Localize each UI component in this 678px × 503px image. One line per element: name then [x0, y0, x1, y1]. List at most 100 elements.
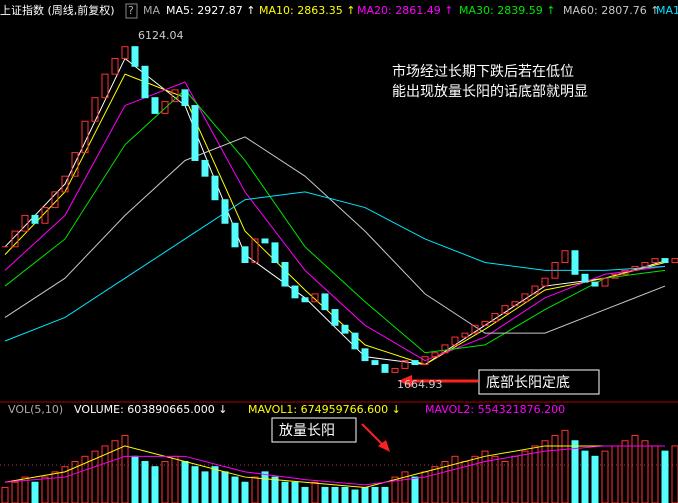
- volume-bar: [331, 486, 339, 503]
- candle: [551, 262, 559, 279]
- volume-bar: [281, 481, 289, 503]
- candle: [41, 207, 49, 224]
- annotation: 底部长阳定底: [486, 375, 570, 391]
- candle: [651, 258, 659, 264]
- volume-bar: [311, 481, 319, 503]
- candle: [331, 309, 339, 326]
- candle: [321, 293, 329, 311]
- volume-bar: [541, 440, 549, 503]
- candle: [281, 262, 289, 287]
- candle: [201, 159, 209, 177]
- legend-entry: MA30: 2839.59 ↑: [459, 4, 555, 17]
- volume-bar: [221, 471, 229, 503]
- volume-bar: [381, 486, 389, 503]
- candle: [531, 285, 539, 295]
- volume-bar: [11, 481, 19, 503]
- volume-bar: [501, 461, 509, 503]
- candle: [671, 258, 678, 264]
- candle: [391, 367, 399, 373]
- legend-entry: MAVOL2: 554321876.200: [425, 403, 565, 416]
- volume-bar: [551, 435, 559, 503]
- candle: [511, 301, 519, 307]
- mavol-line: [4, 445, 665, 486]
- candle: [141, 65, 149, 99]
- candle: [151, 97, 159, 114]
- volume-bar: [31, 481, 39, 503]
- candle: [121, 46, 129, 59]
- candle: [541, 277, 549, 287]
- candle: [471, 324, 479, 334]
- legend-entry: MA20: 2861.49 ↑: [357, 4, 453, 17]
- volume-bar: [301, 486, 309, 503]
- candle: [11, 230, 19, 248]
- volume-bar: [241, 481, 249, 503]
- chart-title: 上证指数 (周线,前复权): [0, 3, 115, 17]
- candle: [31, 214, 39, 224]
- peak-label: 6124.04: [138, 29, 184, 42]
- ma-line: [4, 136, 666, 334]
- volume-bar: [211, 466, 219, 503]
- candle: [621, 269, 629, 275]
- volume-bar: [591, 455, 599, 503]
- volume-bar: [431, 466, 439, 503]
- volume-bar: [671, 445, 678, 503]
- candle: [101, 73, 109, 99]
- candle: [491, 313, 499, 322]
- candle: [271, 242, 279, 264]
- candle: [81, 120, 89, 154]
- ma-line: [4, 89, 666, 354]
- low-label: 1664.93: [397, 378, 443, 391]
- volume-bar: [441, 461, 449, 503]
- candle: [371, 360, 379, 366]
- candle: [631, 265, 639, 271]
- candle: [521, 293, 529, 303]
- volume-bar: [121, 435, 129, 503]
- volume-bar: [111, 440, 119, 503]
- arrow-head: [398, 375, 412, 387]
- volume-bar: [531, 445, 539, 503]
- candle: [261, 238, 269, 244]
- volume-bar: [131, 455, 139, 503]
- candle: [291, 285, 299, 299]
- candle: [381, 364, 389, 373]
- volume-bar: [231, 476, 239, 503]
- annotation-box: [478, 369, 600, 395]
- candle: [191, 105, 199, 161]
- ma-line: [4, 57, 666, 366]
- volume-bar: [51, 471, 59, 503]
- volume-bar: [401, 471, 409, 503]
- volume-bar: [391, 476, 399, 503]
- candle: [451, 336, 459, 346]
- arrow-head: [378, 440, 390, 452]
- volume-bar: [491, 455, 499, 503]
- volume-bar: [561, 429, 569, 503]
- candle: [91, 97, 99, 122]
- volume-bar: [581, 450, 589, 503]
- annotation: 放量长阳: [279, 423, 335, 439]
- candle: [71, 152, 79, 177]
- volume-bar: [71, 461, 79, 503]
- candle: [311, 293, 319, 303]
- volume-bar: [141, 461, 149, 503]
- candle: [61, 175, 69, 193]
- volume-title: VOL(5,10): [8, 403, 63, 416]
- candle: [641, 262, 649, 267]
- volume-bar: [201, 471, 209, 503]
- candle: [401, 360, 409, 369]
- volume-bar: [21, 476, 29, 503]
- volume-bar: [41, 476, 49, 503]
- candle: [661, 258, 669, 264]
- candle: [581, 273, 589, 283]
- candle: [431, 352, 439, 358]
- legend-entry: MA10: 2863.35 ↑: [259, 4, 355, 17]
- ma-line: [4, 191, 666, 342]
- candle: [441, 344, 449, 354]
- help-box[interactable]: [125, 3, 138, 19]
- legend-entry: VOLUME: 603890665.000 ↓: [74, 403, 227, 416]
- candle: [561, 250, 569, 264]
- annotation: 能出现放量长阳的话底部就明显: [392, 84, 588, 100]
- ma-line: [4, 81, 666, 362]
- help[interactable]: ?: [128, 4, 134, 17]
- volume-bar: [101, 445, 109, 503]
